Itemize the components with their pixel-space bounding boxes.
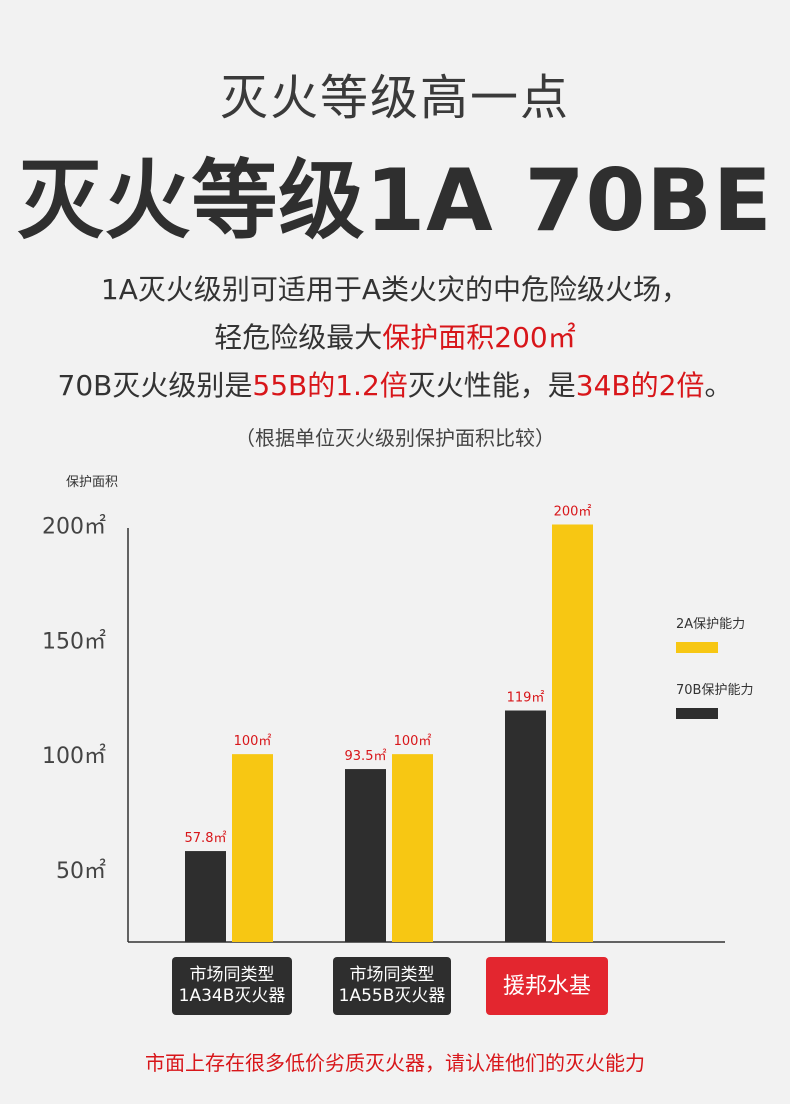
page-subtitle: 灭火等级高一点 bbox=[219, 70, 570, 126]
bar-70b-1 bbox=[185, 851, 226, 942]
legend-label-70b: 70B保护能力 bbox=[676, 683, 753, 698]
description-line-3-part-3: 。 bbox=[704, 369, 733, 402]
description-line-3-part-1: 70B灭火级别是 bbox=[57, 369, 253, 402]
bar-70b-3 bbox=[505, 710, 546, 942]
chart-data-labels: 57.8㎡ 93.5㎡ 119㎡ 100㎡ 100㎡ 200㎡ bbox=[185, 505, 592, 847]
description-line-2-text: 轻危险级最大 bbox=[214, 321, 383, 354]
bar-2a-3 bbox=[552, 524, 593, 942]
category-label-2-line-1: 市场同类型 bbox=[349, 965, 435, 985]
description-line-2-highlight: 保护面积200㎡ bbox=[382, 321, 576, 354]
bar-2a-1 bbox=[232, 754, 273, 942]
data-label-70b-3: 119㎡ bbox=[507, 691, 545, 706]
chart-axes: 200㎡ 150㎡ 100㎡ 50㎡ bbox=[42, 514, 725, 943]
page-headline: 灭火等级1A 70BE bbox=[17, 151, 773, 251]
category-label-2-line-2: 1A55B灭火器 bbox=[338, 986, 446, 1006]
footer-warning: 市面上存在很多低价劣质灭火器，请认准他们的灭火能力 bbox=[145, 1051, 645, 1075]
chart-bars bbox=[185, 524, 593, 942]
data-label-2a-3: 200㎡ bbox=[554, 505, 592, 520]
bar-70b-2 bbox=[345, 769, 386, 942]
data-label-70b-1: 57.8㎡ bbox=[185, 831, 227, 846]
data-label-2a-2: 100㎡ bbox=[394, 734, 432, 749]
y-axis-label: 保护面积 bbox=[66, 475, 119, 490]
category-label-1-line-2: 1A34B灭火器 bbox=[178, 986, 286, 1006]
bar-2a-2 bbox=[392, 754, 433, 942]
legend-swatch-2a bbox=[676, 642, 718, 653]
category-label-1-line-1: 市场同类型 bbox=[189, 965, 275, 985]
category-label-1: 市场同类型 1A34B灭火器 bbox=[172, 957, 292, 1015]
y-tick-label-1: 200㎡ bbox=[42, 514, 106, 540]
description-line-3: 70B灭火级别是55B的1.2倍灭火性能，是34B的2倍。 bbox=[0, 364, 790, 404]
y-tick-label-4: 50㎡ bbox=[56, 858, 106, 884]
category-label-2: 市场同类型 1A55B灭火器 bbox=[333, 957, 451, 1015]
legend-swatch-70b bbox=[676, 708, 718, 719]
description-line-1: 1A灭火级别可适用于A类火灾的中危险级火场， bbox=[0, 268, 790, 308]
chart-legend: 2A保护能力 70B保护能力 bbox=[676, 617, 753, 719]
description-line-2: 轻危险级最大保护面积200㎡ bbox=[0, 316, 790, 356]
y-tick-label-3: 100㎡ bbox=[42, 743, 106, 769]
data-label-70b-2: 93.5㎡ bbox=[345, 749, 387, 764]
y-tick-label-2: 150㎡ bbox=[42, 628, 106, 654]
description-line-1-text: 1A灭火级别可适用于A类火灾的中危险级火场， bbox=[100, 273, 690, 306]
description-line-3-highlight-1: 55B的1.2倍 bbox=[252, 369, 408, 402]
description-line-3-part-2: 灭火性能，是 bbox=[407, 369, 576, 402]
comparison-note: （根据单位灭火级别保护面积比较） bbox=[235, 426, 555, 450]
data-label-2a-1: 100㎡ bbox=[234, 734, 272, 749]
legend-label-2a: 2A保护能力 bbox=[676, 617, 745, 632]
category-label-3-line-1: 援邦水基 bbox=[502, 973, 591, 999]
description-line-3-highlight-2: 34B的2倍 bbox=[575, 369, 705, 402]
category-label-3: 援邦水基 bbox=[486, 957, 608, 1015]
